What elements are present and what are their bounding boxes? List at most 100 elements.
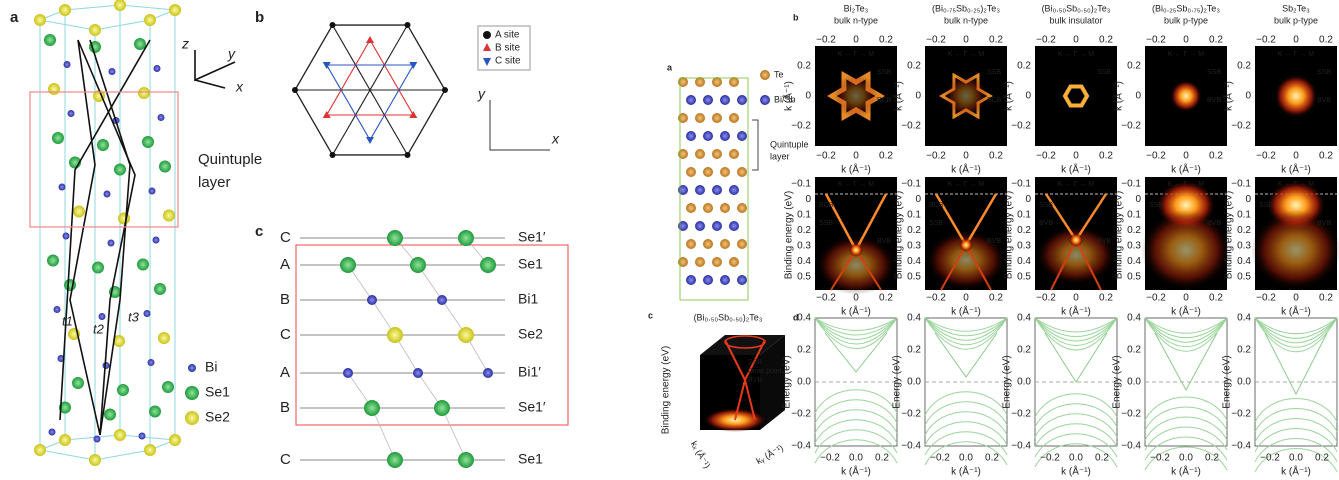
- label: k (Å⁻¹): [1281, 465, 1311, 478]
- atom: [703, 167, 713, 177]
- atom: [68, 110, 75, 117]
- label: Binding energy (eV): [661, 346, 672, 434]
- atom: [114, 0, 126, 11]
- label: 0: [805, 91, 811, 102]
- label: x: [235, 79, 244, 95]
- label: 0.0: [1017, 377, 1031, 388]
- label: 0.2: [1017, 345, 1031, 356]
- atom: [185, 411, 199, 425]
- label: k (Å⁻¹): [1222, 81, 1235, 111]
- label: 0.5: [1237, 272, 1251, 283]
- label: 0.2: [1319, 293, 1333, 304]
- atom: [737, 203, 747, 213]
- label: 0: [963, 293, 969, 304]
- atom: [483, 368, 493, 378]
- label: Te: [774, 69, 784, 79]
- atom: [169, 4, 181, 16]
- label: Energy (eV): [782, 355, 793, 408]
- label: BVB: [877, 238, 891, 245]
- label: 0.2: [875, 453, 889, 464]
- atom: [89, 24, 101, 36]
- label: 0: [1293, 293, 1299, 304]
- label: 0: [1135, 91, 1141, 102]
- label: −0.2: [791, 409, 811, 420]
- label: 0.2: [1099, 293, 1113, 304]
- label: 0: [915, 91, 921, 102]
- label: 0.1: [907, 210, 921, 221]
- atom: [149, 188, 156, 195]
- label: k (Å⁻¹): [1171, 305, 1201, 318]
- atom: [729, 221, 739, 231]
- label: 0.2: [1017, 61, 1031, 72]
- label: k (Å⁻¹): [1061, 305, 1091, 318]
- atom: [720, 203, 730, 213]
- label: k (Å⁻¹): [1281, 305, 1311, 318]
- label: 0.4: [797, 313, 811, 324]
- label: Bi₂Te₃: [844, 3, 869, 13]
- label: Bi1′: [518, 364, 541, 380]
- label: k (Å⁻¹): [841, 305, 871, 318]
- atom: [729, 185, 739, 195]
- label: t2: [93, 321, 105, 336]
- label: 0: [915, 194, 921, 205]
- atom: [34, 444, 46, 456]
- label: −0.2: [791, 121, 811, 132]
- label: k (Å⁻¹): [841, 465, 871, 478]
- atom: [458, 230, 474, 246]
- label: (Bi₀.₅₀Sb₀.₅₀)₂Te₃: [694, 312, 763, 322]
- label: kᵧ (Å⁻¹): [754, 443, 785, 466]
- label: SSB: [1149, 202, 1163, 209]
- label: 0: [1245, 91, 1251, 102]
- atom: [737, 167, 747, 177]
- label: 0.2: [797, 225, 811, 236]
- label: −0.2: [1256, 35, 1276, 46]
- atom: [92, 262, 104, 274]
- label: −0.2: [1121, 409, 1141, 420]
- label: 0.0: [1237, 377, 1251, 388]
- label: k (Å⁻¹): [1171, 465, 1201, 478]
- atom: [64, 61, 71, 68]
- a-site: [330, 152, 336, 158]
- label: 0.2: [1209, 151, 1223, 162]
- top-path: K ← Γ → M: [1058, 181, 1094, 188]
- label: −0.1: [1121, 179, 1141, 190]
- label: Binding energy (eV): [784, 191, 795, 279]
- atom: [159, 161, 171, 173]
- atom: [387, 327, 403, 343]
- atom: [59, 184, 66, 191]
- atom: [364, 400, 380, 416]
- atom: [712, 185, 722, 195]
- label: a: [10, 9, 19, 26]
- label: 0.3: [1237, 241, 1251, 252]
- label: k (Å⁻¹): [1171, 163, 1201, 176]
- atom: [686, 131, 696, 141]
- label: t1: [62, 313, 73, 328]
- label: 0.2: [1237, 61, 1251, 72]
- label: 0.2: [1017, 225, 1031, 236]
- atom: [47, 255, 59, 267]
- label: bulk p-type: [1274, 15, 1318, 25]
- atom: [52, 132, 64, 144]
- label: 0.1: [797, 210, 811, 221]
- top-path: K ← Γ → M: [838, 51, 874, 58]
- glow: [1274, 74, 1318, 118]
- label: −0.4: [1231, 441, 1251, 452]
- label: C site: [495, 56, 521, 67]
- label: C: [280, 326, 291, 343]
- label: 0.2: [1205, 453, 1219, 464]
- atom: [695, 257, 705, 267]
- label: Bi1: [518, 291, 538, 307]
- bond: [372, 408, 395, 460]
- atom: [695, 221, 705, 231]
- atom: [703, 239, 713, 249]
- top-path: K ← Γ → M: [1278, 51, 1314, 58]
- label: −0.1: [1231, 179, 1251, 190]
- label: bulk p-type: [1164, 15, 1208, 25]
- atom: [104, 409, 116, 421]
- label: z: [181, 36, 189, 52]
- atom: [73, 206, 85, 218]
- atom: [154, 65, 161, 72]
- label: bulk n-type: [944, 15, 988, 25]
- label: BVB: [1207, 220, 1221, 227]
- atom: [59, 434, 71, 446]
